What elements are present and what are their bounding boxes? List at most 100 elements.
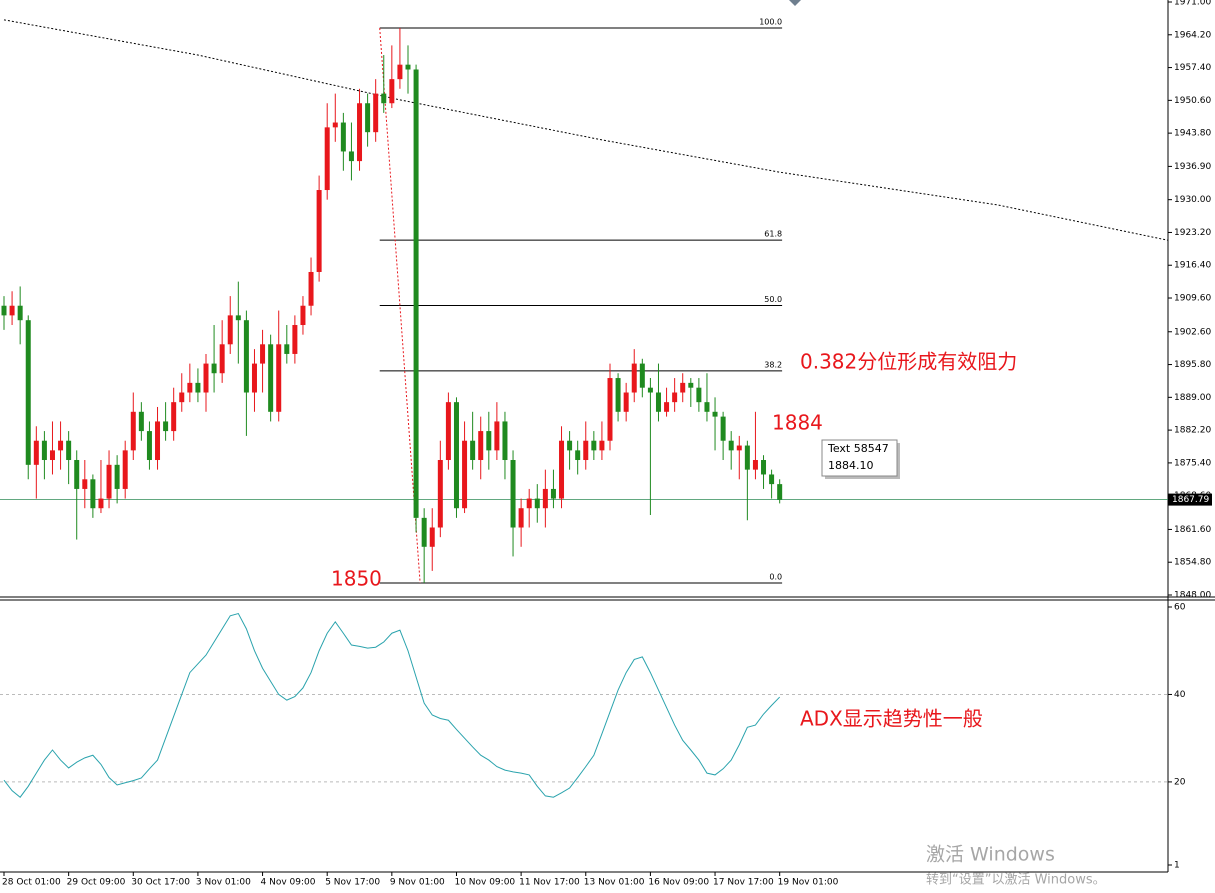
- y-tick-label: 20: [1174, 777, 1186, 787]
- candle-body: [25, 320, 31, 465]
- adx-line: [3, 612, 781, 798]
- moving-average: [3, 19, 1168, 241]
- fib-trendline: [379, 27, 421, 583]
- y-tick-label: 60: [1174, 603, 1186, 613]
- candle-body: [284, 344, 290, 354]
- candle-body: [502, 421, 508, 461]
- candle-body: [33, 440, 39, 465]
- candle-body: [324, 127, 330, 191]
- y-tick-label: 1950.60: [1174, 96, 1211, 106]
- candle-body: [82, 479, 88, 489]
- tooltip: [821, 439, 898, 477]
- candle-body: [195, 382, 201, 393]
- y-tick-label: 1895.80: [1174, 360, 1211, 370]
- candle-body: [688, 382, 694, 388]
- candle-body: [58, 440, 64, 451]
- candle-body: [49, 450, 55, 461]
- candle-body: [268, 344, 274, 412]
- candle-body: [647, 387, 653, 393]
- x-tick-label: 5 Nov 17:00: [325, 878, 380, 888]
- candle-body: [397, 64, 403, 80]
- y-tick-label: 1936.90: [1174, 162, 1211, 172]
- candle-body: [381, 93, 387, 104]
- candle-body: [421, 517, 427, 547]
- candle-body: [251, 363, 257, 393]
- tooltip-text: 1884.10: [828, 459, 874, 472]
- candle-body: [413, 69, 419, 518]
- candle-body: [219, 344, 225, 374]
- candle-body: [300, 305, 306, 326]
- candle-body: [655, 392, 661, 412]
- candle-body: [276, 344, 282, 412]
- x-tick-label: 10 Nov 09:00: [454, 878, 515, 888]
- candle-body: [308, 271, 314, 306]
- fib-label: 61.8: [764, 230, 782, 239]
- candle-body: [1, 305, 7, 316]
- last-price-box: [1168, 493, 1212, 506]
- y-tick-label: 1923.20: [1174, 228, 1211, 238]
- candle-body: [389, 79, 395, 104]
- candle-body: [567, 440, 573, 451]
- annotation: 1850: [331, 567, 382, 591]
- candle-body: [575, 450, 581, 461]
- candle-body: [462, 440, 468, 509]
- y-tick-label: 1943.80: [1174, 129, 1211, 139]
- y-tick-label: 1: [1174, 861, 1180, 871]
- x-tick-label: 30 Oct 17:00: [131, 878, 190, 888]
- candle-body: [583, 440, 589, 461]
- candle-body: [90, 479, 96, 509]
- candle-body: [292, 325, 298, 354]
- candle-body: [631, 363, 637, 393]
- candle-body: [138, 411, 144, 432]
- candle-body: [365, 103, 371, 133]
- watermark: 激活 Windows: [926, 844, 1055, 866]
- candle-body: [130, 411, 136, 451]
- x-tick-label: 3 Nov 01:00: [196, 878, 251, 888]
- candle-body: [179, 392, 185, 403]
- candle-body: [736, 445, 742, 451]
- candle-body: [728, 440, 734, 451]
- y-tick-label: 1930.00: [1174, 195, 1211, 205]
- x-tick-label: 13 Nov 01:00: [584, 878, 645, 888]
- y-tick-label: 1971.00: [1174, 0, 1211, 8]
- candle-body: [171, 402, 177, 432]
- candle-body: [680, 382, 686, 393]
- candle-body: [494, 421, 500, 451]
- candle-body: [429, 527, 435, 547]
- x-tick-label: 11 Nov 17:00: [519, 878, 580, 888]
- candle-body: [720, 416, 726, 441]
- candle-body: [155, 421, 161, 461]
- candle-body: [243, 320, 249, 393]
- x-tick-label: 9 Nov 01:00: [390, 878, 445, 888]
- fib-label: 50.0: [764, 295, 782, 304]
- candle-body: [470, 440, 476, 461]
- candle-body: [17, 305, 23, 321]
- candle-body: [348, 151, 354, 162]
- candle-body: [744, 445, 750, 470]
- candle-body: [696, 387, 702, 403]
- scroll-marker: [789, 0, 801, 6]
- candle-body: [542, 488, 548, 509]
- candle-body: [203, 363, 209, 393]
- candle-body: [607, 378, 613, 441]
- y-tick-label: 1875.40: [1174, 458, 1211, 468]
- candle-body: [74, 460, 80, 489]
- y-tick-label: 1964.20: [1174, 30, 1211, 40]
- x-tick-label: 16 Nov 09:00: [648, 878, 709, 888]
- candle-body: [373, 93, 379, 133]
- x-tick-label: 17 Nov 17:00: [713, 878, 774, 888]
- y-tick-label: 1916.40: [1174, 261, 1211, 271]
- candle-body: [332, 122, 338, 128]
- candle-body: [187, 382, 193, 393]
- candle-body: [712, 411, 718, 417]
- y-tick-label: 1889.00: [1174, 393, 1211, 403]
- fib-label: 100.0: [759, 18, 782, 27]
- candle-body: [534, 498, 540, 509]
- candle-body: [639, 363, 645, 388]
- y-tick-label: 1848.00: [1174, 591, 1211, 601]
- candle-body: [453, 402, 459, 509]
- candle-body: [769, 474, 775, 485]
- candle-body: [526, 498, 532, 509]
- candle-body: [704, 402, 710, 412]
